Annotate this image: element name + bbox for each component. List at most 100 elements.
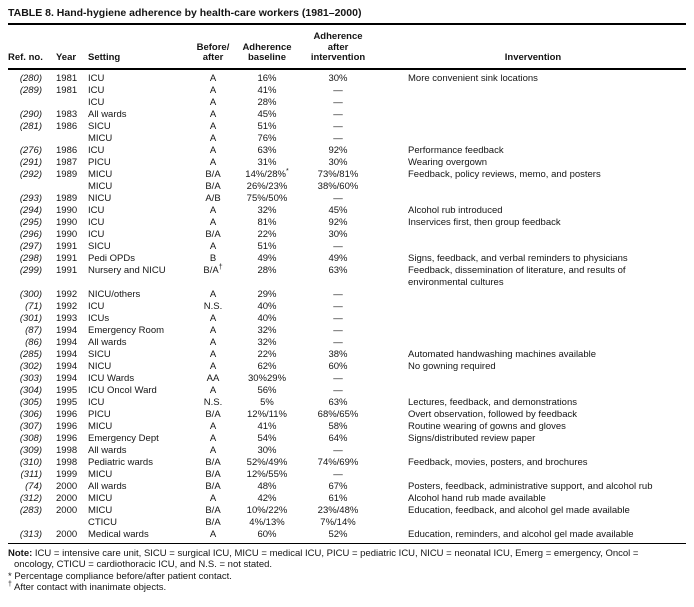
- before-after-cell: A: [209, 420, 217, 432]
- intervention-cell: Posters, feedback, administrative suppor…: [408, 480, 653, 492]
- after-cell: 30%: [328, 156, 348, 168]
- setting-cell: MICU: [88, 180, 113, 192]
- intervention-cell: Overt observation, followed by feedback: [408, 408, 577, 420]
- table-row: (283) 2000 MICU B/A 10%/22% 23%/48% Education,…: [8, 505, 686, 517]
- baseline-cell: 40%: [257, 300, 277, 312]
- year-cell: [42, 97, 88, 109]
- table-row: CTICU B/A 4%/13% 7%/14%: [8, 517, 686, 529]
- setting-cell: CTICU: [88, 516, 118, 528]
- setting-cell: ICU: [88, 72, 105, 84]
- baseline-cell: 51%: [257, 120, 277, 132]
- setting-cell: ICU: [88, 84, 105, 96]
- year-cell: 1995: [56, 396, 78, 408]
- ref-cell: (292): [19, 168, 42, 180]
- intervention-cell: [380, 313, 686, 325]
- baseline-cell: 75%/50%: [246, 192, 288, 204]
- before-after-cell: B/A: [205, 468, 221, 480]
- before-after-cell: B: [209, 252, 217, 264]
- intervention-cell: Education, reminders, and alcohol gel ma…: [408, 528, 634, 540]
- footnote-dagger-text: After contact with inanimate objects.: [14, 582, 167, 593]
- setting-cell: MICU: [88, 420, 113, 432]
- before-after-cell: A: [209, 384, 217, 396]
- ref-cell: (311): [20, 468, 42, 480]
- note-text-1: ICU = intensive care unit, SICU = surgic…: [34, 547, 639, 559]
- baseline-cell: 12%/11%: [247, 408, 287, 420]
- header-before-after: Before/ after: [188, 25, 238, 70]
- header-setting: Setting: [88, 25, 188, 70]
- table-row: (290) 1983 All wards A 45% —: [8, 109, 686, 121]
- setting-cell: ICU: [88, 396, 105, 408]
- ref-cell: (304): [19, 384, 42, 396]
- baseline-cell: 48%: [257, 480, 277, 492]
- after-cell: —: [333, 288, 343, 300]
- before-after-cell: A: [209, 120, 217, 132]
- year-cell: 1994: [56, 360, 78, 372]
- after-cell: —: [333, 336, 343, 348]
- intervention-cell: [380, 97, 686, 109]
- after-cell: 68%/65%: [317, 408, 359, 420]
- before-after-cell: A: [209, 144, 217, 156]
- setting-cell: MICU: [88, 504, 113, 516]
- intervention-cell: Feedback, dissemination of literature, a…: [408, 264, 626, 288]
- intervention-cell: Education, feedback, and alcohol gel mad…: [408, 504, 630, 516]
- table-row: (295) 1990 ICU A 81% 92% Inservices first, the…: [8, 217, 686, 229]
- before-after-cell: B/A: [205, 228, 221, 240]
- footnote-asterisk: * Percentage compliance before/after pat…: [8, 571, 686, 583]
- setting-cell: ICUs: [88, 312, 110, 324]
- before-after-cell: A: [209, 492, 217, 504]
- before-after-cell: A: [209, 216, 217, 228]
- intervention-cell: Performance feedback: [408, 144, 504, 156]
- baseline-cell: 22%: [257, 228, 277, 240]
- setting-cell: NICU: [88, 192, 112, 204]
- after-cell: 58%: [328, 420, 348, 432]
- baseline-cell: 26%/23%: [246, 180, 288, 192]
- year-cell: 1998: [56, 444, 78, 456]
- baseline-cell: 31%: [257, 156, 277, 168]
- table-row: (74) 2000 All wards B/A 48% 67% Posters, feedb…: [8, 481, 686, 493]
- table-row: (306) 1996 PICU B/A 12%/11% 68%/65% Overt obse…: [8, 409, 686, 421]
- year-cell: 2000: [56, 480, 78, 492]
- year-cell: 1996: [56, 408, 78, 420]
- setting-cell: ICU: [88, 228, 105, 240]
- intervention-cell: More convenient sink locations: [408, 72, 538, 84]
- intervention-cell: [380, 109, 686, 121]
- setting-cell: ICU: [88, 96, 105, 108]
- table-row: (307) 1996 MICU A 41% 58% Routine wearing of g…: [8, 421, 686, 433]
- baseline-cell: 28%: [257, 264, 277, 276]
- after-cell: 67%: [328, 480, 348, 492]
- dagger-marker: †: [8, 580, 12, 588]
- year-cell: 1981: [56, 84, 78, 96]
- ref-cell: (305): [19, 396, 42, 408]
- intervention-cell: Alcohol hand rub made available: [408, 492, 546, 504]
- before-after-cell: A: [209, 312, 217, 324]
- ref-cell: [8, 133, 42, 145]
- year-cell: [42, 181, 88, 193]
- before-after-cell: A: [209, 204, 217, 216]
- before-after-cell: A: [209, 336, 217, 348]
- table-row: (309) 1998 All wards A 30% —: [8, 445, 686, 457]
- year-cell: 1986: [56, 120, 78, 132]
- after-cell: —: [333, 444, 343, 456]
- note-label: Note:: [8, 547, 33, 559]
- before-after-cell: B/A: [205, 180, 221, 192]
- ref-cell: (301): [19, 312, 42, 324]
- setting-cell: ICU Wards: [88, 372, 135, 384]
- ref-cell: (289): [19, 84, 42, 96]
- ref-cell: (295): [19, 216, 42, 228]
- ref-cell: (283): [19, 504, 42, 516]
- ref-cell: (291): [19, 156, 42, 168]
- before-after-cell: B/A: [205, 504, 221, 516]
- after-cell: —: [333, 240, 343, 252]
- ref-cell: (309): [19, 444, 42, 456]
- year-cell: 1981: [56, 72, 78, 84]
- setting-cell: MICU: [88, 132, 113, 144]
- ref-cell: (281): [19, 120, 42, 132]
- before-after-cell: B/A: [205, 456, 221, 468]
- setting-cell: ICU: [88, 300, 105, 312]
- after-cell: 38%: [328, 348, 348, 360]
- header-intervention: Invervention: [380, 25, 686, 70]
- table-row: (292) 1989 MICU B/A 14%/28%* 73%/81% Feedback,…: [8, 167, 686, 181]
- setting-cell: NICU/others: [88, 288, 141, 300]
- table-row: (297) 1991 SICU A 51% —: [8, 241, 686, 253]
- after-cell: 74%/69%: [317, 456, 359, 468]
